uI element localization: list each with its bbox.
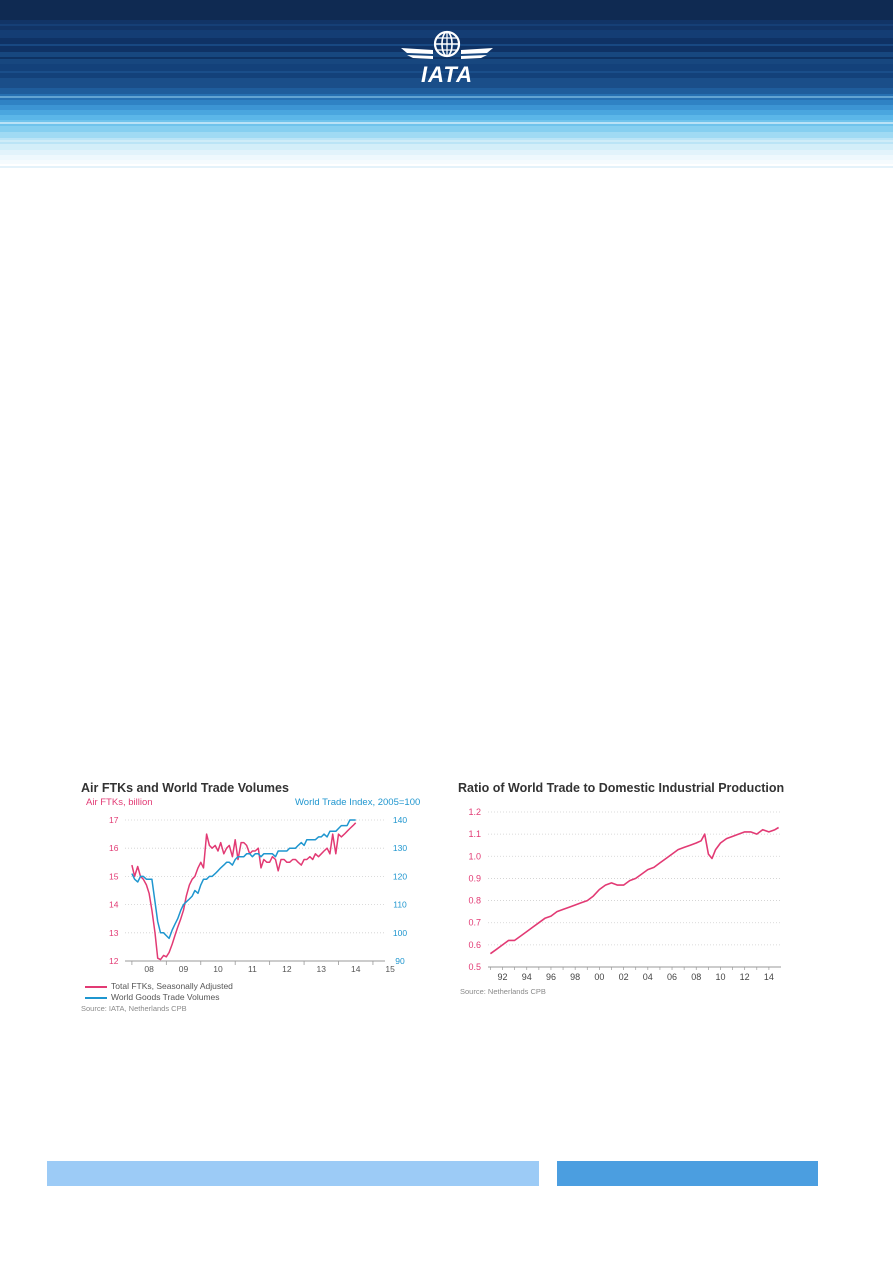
iata-logo: IATA — [401, 30, 493, 87]
x-tick-label: 09 — [179, 964, 189, 974]
footer-bar-left — [47, 1161, 539, 1186]
banner-band — [0, 115, 893, 120]
x-tick-label: 14 — [351, 964, 361, 974]
y-tick-label: 0.6 — [468, 940, 481, 950]
banner-band-top — [0, 0, 893, 20]
banner-band — [0, 132, 893, 138]
banner-band — [0, 64, 893, 78]
legend-swatch-ftk — [85, 985, 107, 988]
legend-label-ftk: Total FTKs, Seasonally Adjusted — [111, 981, 233, 991]
series-line-ratio — [489, 826, 780, 955]
chart-title-left: Air FTKs and World Trade Volumes — [81, 781, 289, 795]
x-tick-label: 10 — [213, 964, 223, 974]
x-tick-label: 04 — [643, 972, 653, 982]
series-line-trade — [131, 819, 356, 940]
y-tick-label: 0.7 — [468, 918, 481, 928]
chart-source-right: Source: Netherlands CPB — [460, 987, 546, 996]
x-tick-label: 12 — [740, 972, 750, 982]
banner-band — [0, 155, 893, 160]
y-tick-label: 1.0 — [468, 851, 481, 861]
legend-label-trade: World Goods Trade Volumes — [111, 992, 220, 1002]
x-tick-label: 12 — [282, 964, 292, 974]
y-tick-label: 0.5 — [468, 962, 481, 972]
x-tick-label: 92 — [498, 972, 508, 982]
y-tick-label-left: 14 — [109, 900, 119, 910]
series-line-ftk — [131, 822, 357, 961]
legend-swatch-trade — [85, 996, 107, 999]
y-tick-label-left: 16 — [109, 843, 119, 853]
x-tick-label: 10 — [715, 972, 725, 982]
x-tick-label: 11 — [248, 964, 257, 974]
y-tick-label-right: 140 — [393, 815, 407, 825]
y-tick-label-left: 17 — [109, 815, 119, 825]
globe-wings-icon — [401, 30, 493, 59]
x-tick-label: 15 — [385, 964, 395, 974]
y-tick-label: 1.2 — [468, 807, 481, 817]
banner-band — [0, 110, 893, 115]
banner-band — [0, 150, 893, 155]
footer-bar-right — [557, 1161, 818, 1186]
banner-band — [0, 160, 893, 164]
chart-source-left: Source: IATA, Netherlands CPB — [81, 1004, 187, 1013]
banner-band — [0, 144, 893, 150]
x-tick-label: 96 — [546, 972, 556, 982]
x-tick-label: 06 — [667, 972, 677, 982]
y-tick-label: 0.8 — [468, 896, 481, 906]
y-tick-label-left: 12 — [109, 956, 119, 966]
banner-band — [0, 78, 893, 88]
y-tick-label: 1.1 — [468, 829, 481, 839]
banner-band — [0, 100, 893, 105]
y-tick-label-right: 110 — [393, 900, 407, 910]
y-tick-label-left: 13 — [109, 928, 119, 938]
x-tick-label: 02 — [619, 972, 629, 982]
y-tick-label: 0.9 — [468, 873, 481, 883]
x-tick-label: 08 — [691, 972, 701, 982]
x-tick-label: 98 — [570, 972, 580, 982]
chart-left: 12 13 14 15 16 17 90 100 110 120 130 140 08 09 10 11 12 1… — [109, 815, 407, 974]
y-tick-label-right: 90 — [395, 956, 405, 966]
left-axis-title: Air FTKs, billion — [86, 797, 153, 808]
chart-title-right: Ratio of World Trade to Domestic Industr… — [458, 781, 785, 795]
y-tick-label-right: 100 — [393, 928, 407, 938]
banner-band — [0, 126, 893, 132]
right-axis-title: World Trade Index, 2005=100 — [295, 797, 421, 808]
x-tick-label: 00 — [594, 972, 604, 982]
logo-text: IATA — [421, 62, 473, 87]
chart-right: 0.5 0.6 0.7 0.8 0.9 1.0 1.1 1.2 92 94 96 98 00 02 04 06… — [468, 807, 781, 982]
y-tick-label-right: 120 — [393, 871, 407, 881]
legend-item-ftk: Total FTKs, Seasonally Adjusted — [85, 981, 233, 991]
x-tick-label: 08 — [144, 964, 154, 974]
y-tick-label-left: 15 — [109, 871, 119, 881]
x-tick-label: 14 — [764, 972, 774, 982]
legend-item-trade: World Goods Trade Volumes — [85, 992, 220, 1002]
banner-band — [0, 88, 893, 94]
x-tick-label: 94 — [522, 972, 532, 982]
x-tick-label: 13 — [317, 964, 327, 974]
banner-band — [0, 105, 893, 110]
y-tick-label-right: 130 — [393, 843, 407, 853]
